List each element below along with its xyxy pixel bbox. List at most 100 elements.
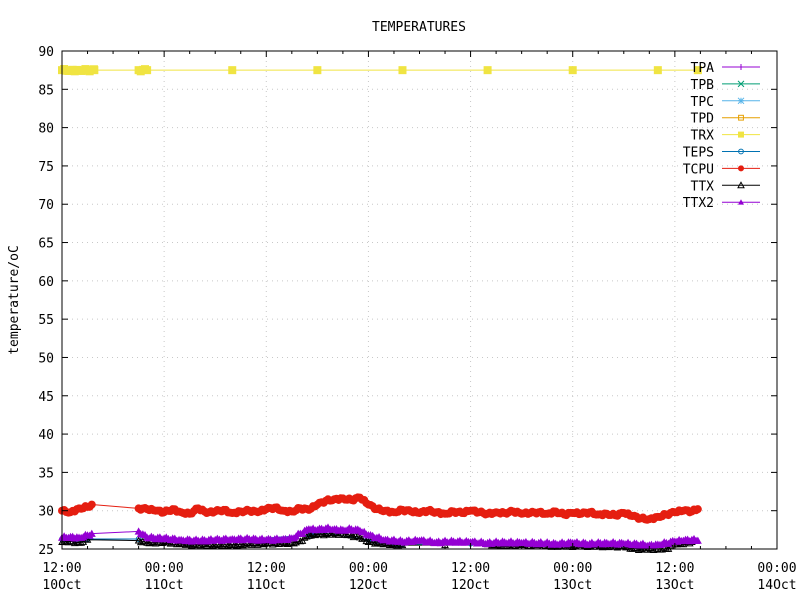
legend-item-trx: TRX xyxy=(691,129,760,144)
y-tick-label: 30 xyxy=(38,505,54,520)
series-trx xyxy=(58,65,702,76)
legend-item-teps: TEPS xyxy=(683,146,760,161)
data-point xyxy=(143,66,152,75)
data-point xyxy=(738,165,744,172)
legend-label: TCPU xyxy=(683,162,714,177)
x-tick-label-time: 00:00 xyxy=(553,561,592,576)
data-point xyxy=(643,545,652,553)
legend-label: TTX2 xyxy=(683,196,714,211)
data-point xyxy=(394,541,403,549)
chart-title: TEMPERATURES xyxy=(372,20,466,35)
data-point xyxy=(313,66,322,75)
data-point xyxy=(738,114,744,121)
legend-item-tpc: TPC xyxy=(691,95,760,110)
data-point xyxy=(87,500,96,509)
legend-label: TPC xyxy=(691,95,714,110)
x-tick-label-time: 12:00 xyxy=(247,561,286,576)
y-axis-label: temperature/oC xyxy=(7,245,22,355)
plot-frame xyxy=(61,50,778,550)
data-point xyxy=(145,539,154,547)
legend-item-ttx2: TTX2 xyxy=(683,196,760,211)
data-point xyxy=(653,66,662,75)
series-tcpu xyxy=(58,493,702,524)
x-tick-label-date: 11Oct xyxy=(247,578,286,593)
y-tick-label: 75 xyxy=(38,160,54,175)
data-point xyxy=(738,131,744,138)
x-tick-label-time: 12:00 xyxy=(655,561,694,576)
legend-item-tpb: TPB xyxy=(691,78,760,93)
data-point xyxy=(328,530,337,538)
y-tick-label: 85 xyxy=(38,83,54,98)
data-point xyxy=(349,533,358,541)
data-point xyxy=(649,546,658,554)
data-point xyxy=(343,531,351,539)
data-point xyxy=(228,66,237,75)
data-point xyxy=(313,530,322,538)
data-point xyxy=(307,531,315,539)
data-point xyxy=(373,538,381,546)
legend-label: TPA xyxy=(691,61,715,76)
x-tick-label-time: 12:00 xyxy=(42,561,81,576)
data-point xyxy=(292,538,300,546)
data-point xyxy=(737,97,745,105)
y-tick-label: 55 xyxy=(38,313,54,328)
axis-ticks: 25 30 35 40 45 50 55 60 65 70 75 80 85 90 12:00 10Oct 00… xyxy=(38,45,796,593)
data-point xyxy=(693,66,702,75)
y-tick-label: 70 xyxy=(38,198,54,213)
data-point xyxy=(77,538,86,546)
data-point xyxy=(483,66,492,75)
x-tick-label-time: 00:00 xyxy=(757,561,796,576)
y-tick-label: 50 xyxy=(38,351,54,366)
y-tick-label: 25 xyxy=(38,543,54,558)
legend-item-tpa: TPA xyxy=(691,61,760,76)
x-tick-label-date: 13Oct xyxy=(655,578,694,593)
series-ttx2 xyxy=(58,523,702,550)
legend-label: TPB xyxy=(691,78,715,93)
data-point xyxy=(277,539,286,547)
data-point xyxy=(738,199,744,205)
legend-item-tpd: TPD xyxy=(691,112,760,127)
y-tick-label: 90 xyxy=(38,45,54,60)
y-tick-label: 35 xyxy=(38,466,54,481)
data-point xyxy=(87,529,96,537)
data-point xyxy=(738,64,744,70)
x-tick-label-date: 13Oct xyxy=(553,578,592,593)
x-tick-label-date: 11Oct xyxy=(145,578,184,593)
data-point xyxy=(693,505,702,514)
x-tick-label-time: 00:00 xyxy=(145,561,184,576)
legend-label: TRX xyxy=(691,129,715,144)
y-tick-label: 65 xyxy=(38,237,54,252)
data-point xyxy=(568,66,577,75)
y-tick-label: 45 xyxy=(38,390,54,405)
data-point xyxy=(322,530,330,537)
data-point xyxy=(737,181,745,189)
x-tick-label-date: 14Oct xyxy=(757,578,796,593)
legend-item-tcpu: TCPU xyxy=(683,162,760,177)
data-point xyxy=(398,66,407,75)
data-point xyxy=(738,148,744,155)
legend-item-ttx: TTX xyxy=(691,179,760,194)
x-tick-label-time: 00:00 xyxy=(349,561,388,576)
x-tick-label-date: 12Oct xyxy=(349,578,388,593)
x-tick-label-date: 12Oct xyxy=(451,578,490,593)
y-tick-label: 60 xyxy=(38,275,54,290)
data-point xyxy=(226,541,234,549)
data-point xyxy=(181,540,190,548)
series-layer xyxy=(58,65,702,554)
data-point xyxy=(196,541,205,549)
data-point xyxy=(693,536,702,544)
legend-label: TPD xyxy=(691,112,715,127)
grid xyxy=(62,51,777,549)
data-point xyxy=(737,80,745,88)
data-point xyxy=(379,540,388,548)
x-tick-label-time: 12:00 xyxy=(451,561,490,576)
y-tick-label: 80 xyxy=(38,122,54,137)
x-tick-label-date: 10Oct xyxy=(42,578,81,593)
data-point xyxy=(70,539,79,547)
legend-label: TEPS xyxy=(683,146,714,161)
data-point xyxy=(90,66,99,75)
data-point xyxy=(241,540,249,548)
data-point xyxy=(136,538,145,546)
